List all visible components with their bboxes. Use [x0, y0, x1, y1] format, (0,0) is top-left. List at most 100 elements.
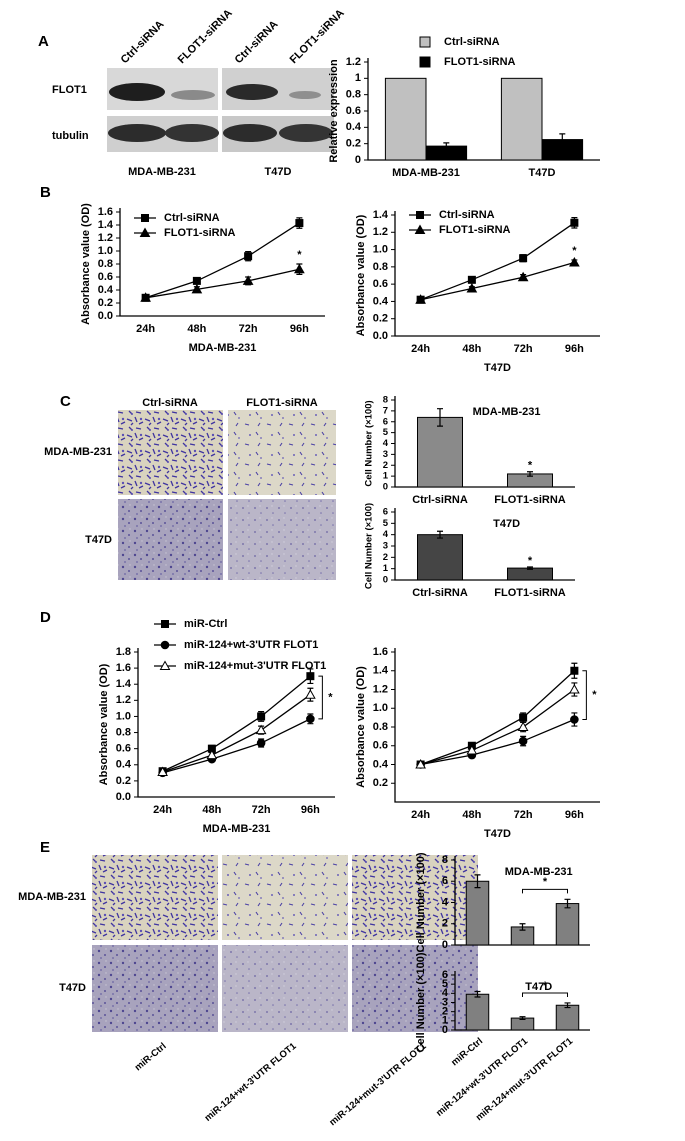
y-tick-label: 0: [442, 939, 448, 951]
x-tick-label: FLOT1-siRNA: [494, 494, 566, 506]
y-tick-label: 8: [442, 854, 448, 866]
y-tick-label: 3: [442, 996, 448, 1008]
marker: [570, 666, 579, 675]
bar: [465, 993, 490, 1031]
marker: [467, 275, 476, 284]
x-axis-label: MDA-MB-231: [203, 823, 271, 835]
annotation: *: [543, 876, 548, 888]
y-tick-label: 1.6: [98, 206, 113, 218]
row-label: T47D: [59, 982, 86, 994]
bar: [555, 1004, 580, 1031]
y-tick-label: 1.4: [98, 219, 114, 231]
annotation: *: [297, 249, 302, 261]
y-tick-label: 3: [383, 449, 388, 460]
y-tick-label: 0.6: [116, 743, 131, 755]
panel-label: A: [38, 33, 49, 50]
error-bar: [519, 923, 526, 931]
y-tick-label: 0.6: [373, 740, 388, 752]
line: [145, 222, 300, 299]
x-tick-label: miR-Ctrl: [449, 1036, 485, 1069]
marker: [157, 766, 168, 777]
x-tick-label: T47D: [529, 167, 556, 179]
x-tick-label: 48h: [202, 804, 221, 816]
line: [420, 688, 575, 766]
chart-title: MDA-MB-231: [473, 406, 541, 418]
annotation: *: [528, 460, 533, 472]
y-axis-label: Cell Number (×100): [415, 952, 427, 1052]
y-tick-label: 0.6: [98, 271, 113, 283]
marker: [159, 660, 171, 670]
y-tick-label: 0.8: [98, 258, 113, 270]
marker: [306, 714, 315, 724]
micrograph: [92, 945, 218, 1032]
error-bar: [527, 471, 533, 477]
y-tick-label: 0.8: [346, 89, 361, 101]
x-tick-label: 72h: [514, 809, 533, 821]
x-tick-label: 24h: [411, 809, 430, 821]
panel-label: D: [40, 609, 51, 626]
error-bar: [527, 566, 533, 570]
y-tick-label: 2: [383, 460, 388, 471]
marker: [242, 275, 254, 285]
y-tick-label: 1.4: [373, 665, 389, 677]
y-axis-label: Absorbance value (OD): [98, 663, 110, 785]
panel-label: B: [40, 184, 51, 201]
x-axis-label: T47D: [484, 828, 511, 840]
annotation: *: [592, 689, 597, 701]
marker: [140, 292, 151, 302]
line: [162, 694, 311, 773]
y-axis-label: Cell Number (×100): [415, 852, 427, 952]
bar: [500, 77, 543, 161]
legend-swatch: [419, 36, 431, 48]
cell-line-label: MDA-MB-231: [128, 166, 196, 178]
x-tick-label: 48h: [462, 809, 481, 821]
marker: [257, 712, 266, 721]
blot: [107, 68, 334, 152]
x-tick-label: 48h: [187, 323, 206, 335]
line: [162, 675, 311, 772]
lane-label: Ctrl-siRNA: [119, 18, 167, 66]
x-tick-label: 96h: [565, 809, 584, 821]
y-tick-label: 1.4: [373, 209, 389, 221]
row-label: MDA-MB-231: [44, 446, 112, 458]
y-tick-label: 0.0: [98, 310, 113, 322]
chart-title: T47D: [525, 981, 552, 993]
line: [420, 670, 575, 766]
marker: [161, 620, 169, 628]
x-tick-label: Ctrl-siRNA: [412, 494, 468, 506]
bracket: [318, 675, 323, 720]
y-tick-label: 1.2: [116, 694, 131, 706]
y-tick-label: 0: [355, 154, 361, 166]
legend-label: Ctrl-siRNA: [164, 212, 220, 224]
x-tick-label: 24h: [136, 323, 155, 335]
column-label: miR-124+wt-3'UTR FLOT1: [203, 1040, 299, 1123]
panel-label: C: [60, 393, 71, 410]
error-bar: [519, 1016, 526, 1021]
y-tick-label: 0.8: [373, 261, 388, 273]
annotation: *: [328, 691, 333, 703]
marker: [141, 214, 149, 222]
y-tick-label: 4: [383, 529, 389, 540]
graphic: [289, 91, 321, 99]
y-tick-label: 0: [383, 482, 388, 493]
cell-line-label: T47D: [265, 166, 292, 178]
blot-row-label: tubulin: [52, 130, 89, 142]
y-tick-label: 0.6: [373, 278, 388, 290]
y-tick-label: 1.6: [373, 646, 388, 658]
x-tick-label: 96h: [301, 804, 320, 816]
y-tick-label: 1.0: [98, 245, 113, 257]
marker: [191, 283, 203, 294]
row-label: T47D: [85, 534, 112, 546]
error-bar: [559, 133, 566, 146]
bar: [555, 903, 580, 946]
marker: [256, 738, 266, 748]
bar: [507, 567, 553, 581]
marker: [570, 715, 579, 724]
y-tick-label: 0.6: [346, 105, 361, 117]
bar: [384, 77, 427, 161]
legend-label: Ctrl-siRNA: [444, 36, 500, 48]
legend-label: FLOT1-siRNA: [164, 227, 236, 239]
y-tick-label: 7: [383, 405, 388, 416]
legend-label: miR-124+wt-3'UTR FLOT1: [184, 639, 318, 651]
